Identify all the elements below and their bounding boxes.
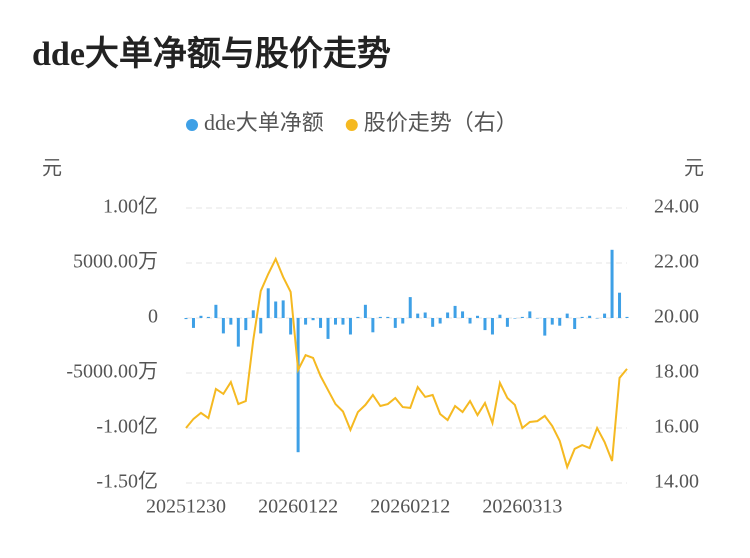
bar	[580, 316, 584, 318]
y-tick-label: -1.50亿	[96, 470, 158, 493]
price-line	[185, 256, 628, 471]
bar	[371, 318, 375, 333]
bar	[214, 304, 218, 318]
bar	[348, 318, 352, 335]
legend-marker	[345, 119, 358, 131]
bar	[550, 318, 554, 325]
y-axis-unit: 元	[42, 158, 62, 180]
bar	[490, 318, 494, 335]
bar	[423, 312, 427, 318]
bar	[565, 313, 569, 318]
bar	[326, 318, 330, 339]
bar	[378, 316, 382, 318]
bar	[505, 318, 509, 327]
bar	[259, 318, 263, 334]
bar	[543, 318, 547, 336]
bar	[191, 318, 195, 328]
bar	[251, 310, 255, 318]
y2-tick-label: 16.00	[654, 416, 699, 438]
x-tick-label: 20260313	[482, 496, 562, 518]
y-tick-label: -5000.00万	[66, 361, 158, 383]
bar	[431, 318, 435, 327]
bar	[498, 314, 502, 318]
bar	[266, 288, 270, 318]
bar	[393, 318, 397, 328]
bar	[483, 318, 487, 331]
y2-axis-unit: 元	[684, 158, 704, 180]
chart-title: dde大单净额与股价走势	[32, 35, 391, 73]
bar	[274, 301, 278, 318]
bar	[408, 297, 412, 318]
legend-label: 股价走势（右）	[364, 110, 518, 135]
bar	[341, 318, 345, 325]
bar	[333, 318, 337, 325]
bar	[468, 318, 472, 324]
bar	[520, 316, 524, 318]
y2-tick-label: 14.00	[654, 471, 699, 493]
bar	[386, 316, 390, 318]
bar	[199, 315, 203, 318]
bar	[603, 313, 607, 318]
y2-tick-label: 22.00	[654, 251, 699, 273]
bar	[229, 318, 233, 325]
bar	[625, 316, 629, 318]
bar	[588, 315, 592, 318]
bar	[416, 313, 420, 318]
y2-tick-label: 18.00	[654, 361, 699, 383]
bar	[356, 316, 360, 318]
x-tick-label: 20260122	[258, 496, 338, 518]
bar	[296, 318, 300, 453]
bar	[244, 318, 248, 331]
bar	[453, 305, 457, 318]
y2-tick-label: 20.00	[654, 306, 699, 328]
bar	[401, 318, 405, 324]
bar	[289, 318, 293, 335]
bar	[206, 316, 210, 318]
y2-tick-label: 24.00	[654, 196, 699, 218]
legend-label: dde大单净额	[204, 110, 324, 135]
bar	[438, 318, 442, 324]
bar	[461, 311, 465, 318]
bar	[221, 318, 225, 334]
bar	[363, 304, 367, 318]
bar	[513, 318, 517, 319]
bar	[236, 318, 240, 347]
bar	[595, 318, 599, 319]
bar	[304, 318, 308, 325]
y-tick-label: 0	[148, 306, 158, 328]
bar	[610, 249, 614, 318]
bar	[573, 318, 577, 329]
bar	[558, 318, 562, 326]
x-tick-label: 20260212	[370, 496, 450, 518]
y-tick-label: -1.00亿	[96, 415, 158, 438]
x-tick-label: 20251230	[146, 496, 226, 518]
bar	[281, 300, 285, 318]
y-tick-label: 5000.00万	[73, 251, 158, 273]
bar	[446, 312, 450, 318]
legend-marker	[186, 119, 198, 131]
bar	[528, 311, 532, 318]
y-tick-label: 1.00亿	[103, 195, 158, 218]
bar	[535, 318, 539, 319]
bar	[476, 315, 480, 318]
bar	[184, 318, 188, 320]
bar	[319, 318, 323, 328]
bar	[311, 318, 315, 321]
bar	[618, 292, 622, 318]
